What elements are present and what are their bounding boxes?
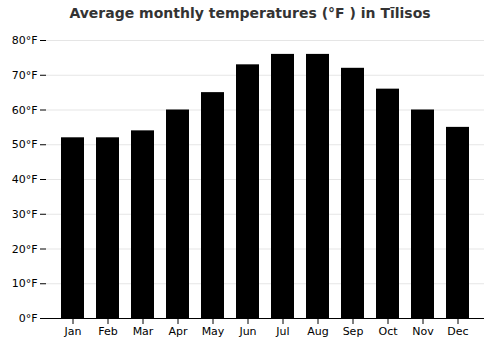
svg-text:Feb: Feb (98, 325, 117, 338)
svg-text:40°F: 40°F (12, 173, 38, 186)
svg-text:50°F: 50°F (12, 138, 38, 151)
svg-text:80°F: 80°F (12, 34, 38, 47)
svg-text:May: May (202, 325, 225, 338)
svg-text:0°F: 0°F (19, 312, 38, 325)
svg-text:Jul: Jul (275, 325, 289, 338)
svg-text:Dec: Dec (447, 325, 468, 338)
svg-text:Sep: Sep (343, 325, 364, 338)
svg-text:Jun: Jun (238, 325, 256, 338)
svg-text:10°F: 10°F (12, 277, 38, 290)
svg-text:Nov: Nov (412, 325, 434, 338)
svg-text:Oct: Oct (378, 325, 398, 338)
svg-text:Mar: Mar (133, 325, 154, 338)
svg-text:30°F: 30°F (12, 208, 38, 221)
svg-text:Aug: Aug (307, 325, 328, 338)
svg-text:Apr: Apr (168, 325, 188, 338)
svg-text:Jan: Jan (64, 325, 82, 338)
html-text:Average monthly temperatures (: Average monthly temperatures (°F ) in Tī… (69, 5, 431, 21)
svg-text:20°F: 20°F (12, 243, 38, 256)
svg-text:60°F: 60°F (12, 104, 38, 117)
svg-text:70°F: 70°F (12, 69, 38, 82)
